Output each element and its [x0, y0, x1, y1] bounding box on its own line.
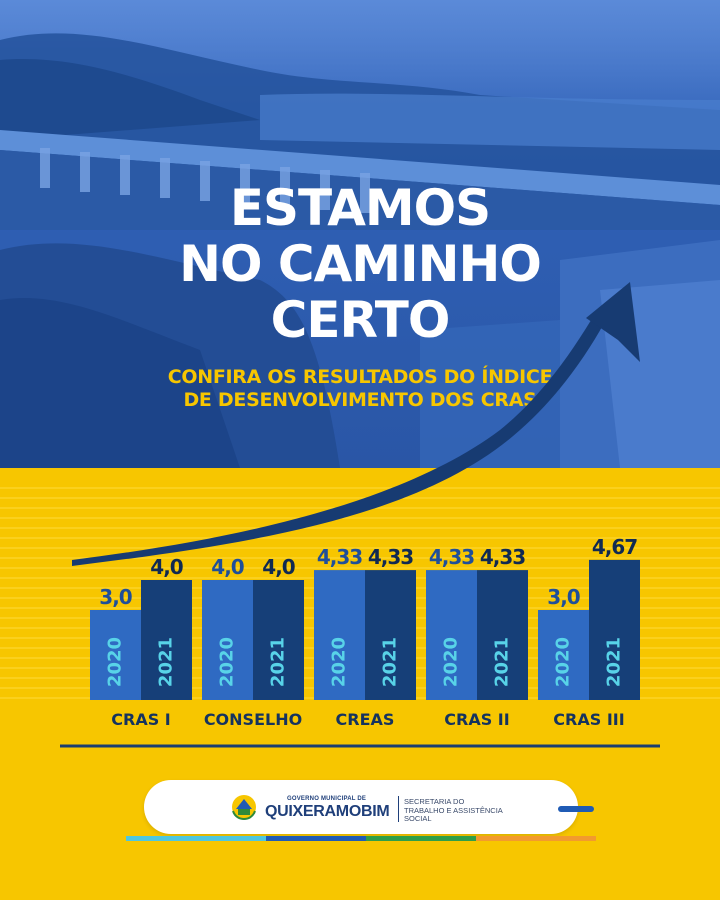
subheadline: CONFIRA OS RESULTADOS DO ÍNDICE DE DESEN… [0, 366, 720, 412]
secretaria-label: SECRETARIA DO TRABALHO E ASSISTÊNCIA SOC… [404, 797, 524, 824]
secretaria-line-1: SECRETARIA DO [404, 797, 465, 806]
headline-line-2: NO CAMINHO [179, 235, 542, 293]
secretaria-line-2: TRABALHO E ASSISTÊNCIA [404, 805, 503, 815]
decorative-stripes [126, 836, 596, 841]
secretaria-line-3: SOCIAL [404, 814, 432, 823]
headline: ESTAMOS NO CAMINHO CERTO [0, 180, 720, 348]
subheadline-line-1: CONFIRA OS RESULTADOS DO ÍNDICE [167, 366, 553, 388]
subheadline-line-2: DE DESENVOLVIMENTO DOS CRAS [183, 389, 537, 411]
footer-logo-bar: GOVERNO MUNICIPAL DE QUIXERAMOBIM SECRET… [144, 780, 578, 834]
headline-line-3: CERTO [270, 291, 451, 349]
decorative-dash [558, 806, 594, 812]
logo-divider [398, 796, 399, 822]
headline-line-1: ESTAMOS [229, 179, 491, 237]
municipality-name: QUIXERAMOBIM [265, 803, 390, 820]
hero-photo: ESTAMOS NO CAMINHO CERTO CONFIRA OS RESU… [0, 0, 720, 468]
municipal-emblem-icon [232, 795, 256, 821]
government-label: GOVERNO MUNICIPAL DE [287, 796, 367, 802]
